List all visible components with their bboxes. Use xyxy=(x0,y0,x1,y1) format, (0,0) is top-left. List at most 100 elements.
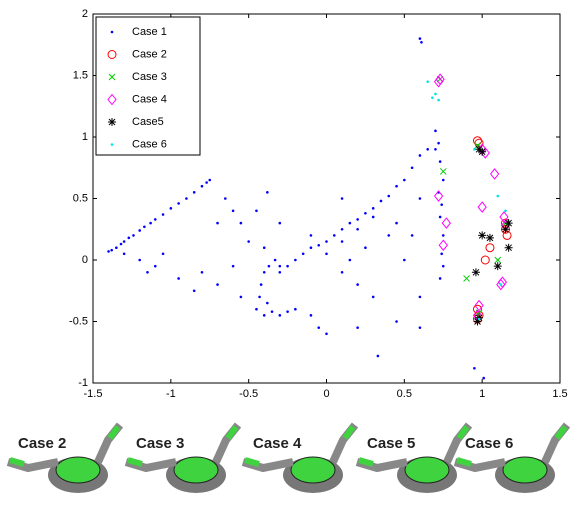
robot-body xyxy=(502,456,548,484)
asterisk xyxy=(108,118,116,126)
marker xyxy=(418,37,422,40)
dot xyxy=(177,202,180,205)
marker xyxy=(309,234,313,237)
marker xyxy=(278,314,282,317)
marker xyxy=(438,215,442,219)
diamond xyxy=(489,168,500,180)
marker xyxy=(332,234,336,237)
legend-box xyxy=(95,16,201,156)
marker xyxy=(340,227,344,231)
marker xyxy=(371,295,375,299)
marker xyxy=(192,191,196,194)
marker xyxy=(200,184,204,188)
dot xyxy=(115,246,118,249)
marker xyxy=(504,209,507,213)
dot xyxy=(477,317,481,321)
asterisk xyxy=(478,147,487,156)
marker xyxy=(262,314,266,317)
marker xyxy=(480,255,490,265)
marker xyxy=(493,262,502,271)
robot-finger xyxy=(244,457,260,467)
dot xyxy=(161,213,165,216)
dot xyxy=(420,40,423,44)
marker xyxy=(216,283,219,286)
cross xyxy=(463,275,470,282)
marker xyxy=(364,211,367,215)
marker xyxy=(418,197,422,200)
dot xyxy=(205,181,208,184)
asterisk xyxy=(478,231,487,240)
dot xyxy=(437,141,440,145)
dot xyxy=(247,240,250,243)
dot xyxy=(258,295,261,299)
marker xyxy=(395,320,398,323)
dot xyxy=(356,218,359,221)
marker xyxy=(110,248,113,252)
marker xyxy=(499,211,509,223)
dot xyxy=(153,218,157,221)
marker xyxy=(153,264,157,268)
robot-body xyxy=(290,456,336,484)
legend-label: Case 2 xyxy=(132,48,167,60)
dot xyxy=(301,252,305,256)
marker xyxy=(387,234,391,237)
marker xyxy=(107,93,117,106)
dot xyxy=(482,376,486,380)
marker xyxy=(371,215,375,219)
marker xyxy=(395,221,398,225)
marker xyxy=(356,218,359,221)
cross xyxy=(494,256,502,264)
marker xyxy=(463,275,470,282)
dot xyxy=(348,258,352,262)
marker xyxy=(371,207,375,210)
y-tick-label: 1 xyxy=(82,131,88,143)
marker xyxy=(161,252,165,256)
marker xyxy=(426,148,429,151)
marker xyxy=(278,221,282,225)
legend: Case 1 Case 2 Case 3 Case 4 Case5 Case 6 xyxy=(95,16,201,156)
dot xyxy=(110,248,113,252)
dot xyxy=(356,283,359,286)
diamond xyxy=(107,93,117,106)
marker xyxy=(309,314,313,317)
marker xyxy=(477,201,487,213)
dot xyxy=(192,289,196,293)
circle xyxy=(485,243,495,253)
dot xyxy=(418,154,422,157)
dot xyxy=(208,178,212,182)
marker xyxy=(434,92,437,96)
marker xyxy=(494,256,502,264)
marker xyxy=(110,143,114,146)
dot xyxy=(294,258,297,262)
marker xyxy=(340,240,344,243)
marker xyxy=(122,252,126,256)
marker xyxy=(376,354,380,358)
marker xyxy=(161,213,165,216)
circle xyxy=(472,304,482,314)
marker xyxy=(185,197,188,200)
marker xyxy=(485,243,495,253)
marker xyxy=(438,160,442,163)
marker xyxy=(239,295,243,299)
dot xyxy=(255,307,258,311)
cross xyxy=(108,73,116,81)
dot xyxy=(259,283,263,286)
marker xyxy=(348,258,352,262)
marker xyxy=(208,178,212,182)
marker xyxy=(153,218,157,221)
dot xyxy=(431,96,434,99)
marker xyxy=(286,264,289,268)
y-tick-label: 0.5 xyxy=(73,192,88,204)
y-tick-label: 0 xyxy=(82,254,88,266)
legend-label: Case 3 xyxy=(132,71,167,83)
dot xyxy=(262,314,266,317)
marker xyxy=(356,326,359,329)
y-tick-label: 1.5 xyxy=(73,69,88,81)
panel-label: Case 6 xyxy=(465,435,513,452)
dot xyxy=(340,227,344,231)
dot xyxy=(418,37,422,40)
marker xyxy=(472,304,482,314)
marker xyxy=(267,264,271,268)
robot-finger xyxy=(225,425,239,440)
marker xyxy=(169,207,173,210)
